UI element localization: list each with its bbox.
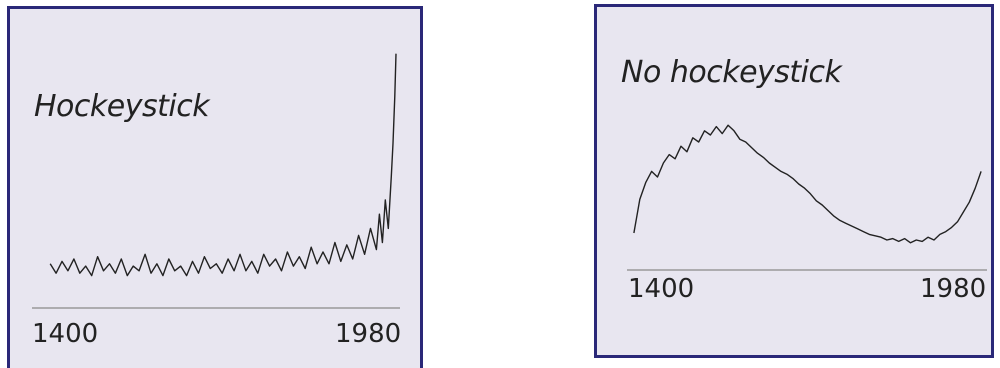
hockeystick-series-line: [49, 53, 397, 277]
no-hockeystick-chart: [627, 124, 987, 271]
hockeystick-title: Hockeystick: [34, 89, 210, 124]
hockeystick-x-tick-start: 1400: [32, 319, 99, 349]
hockeystick-x-tick-end: 1980: [335, 319, 402, 349]
no-hockeystick-x-tick-end: 1980: [920, 274, 987, 304]
hockeystick-chart: [32, 53, 400, 309]
hockeystick-panel: Hockeystick 1400 1980: [7, 6, 423, 368]
no-hockeystick-x-tick-start: 1400: [628, 274, 695, 304]
no-hockeystick-series-line: [633, 124, 982, 244]
no-hockeystick-title: No hockeystick: [621, 55, 842, 90]
no-hockeystick-panel: No hockeystick 1400 1980: [594, 4, 994, 358]
